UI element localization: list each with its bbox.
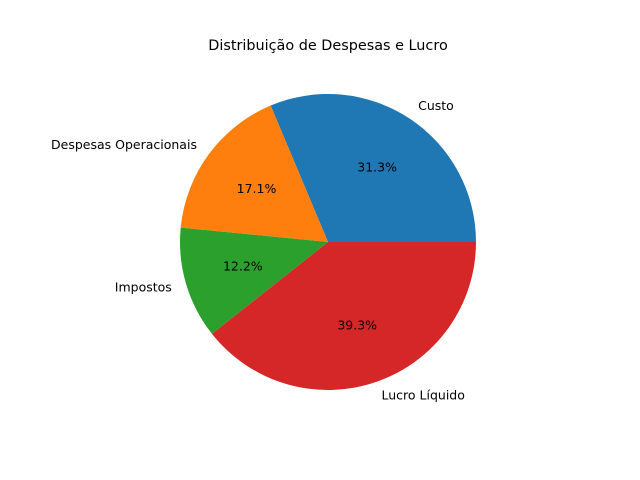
slice-label-impostos: Impostos [115,279,172,294]
slice-label-despesas-operacionais: Despesas Operacionais [51,137,197,152]
pct-label-custo: 31.3% [357,160,397,175]
slice-label-custo: Custo [418,98,454,113]
pie-slice-lucro-liquido [211,242,477,391]
pct-label-despesas-operacionais: 17.1% [237,181,277,196]
slice-label-lucro-liquido: Lucro Líquido [382,387,465,402]
pie-slice-custo [270,94,476,243]
pct-label-lucro-liquido: 39.3% [337,317,377,332]
pie-labels: Custo 31.3% Despesas Operacionais 17.1% Impo… [51,98,465,402]
pie-slices [179,94,477,391]
chart-title: Distribuição de Despesas e Lucro [208,38,448,54]
pie-slice-despesas-operacionais [180,105,328,242]
pie-slice-impostos [179,227,328,334]
pct-label-impostos: 12.2% [223,259,263,274]
